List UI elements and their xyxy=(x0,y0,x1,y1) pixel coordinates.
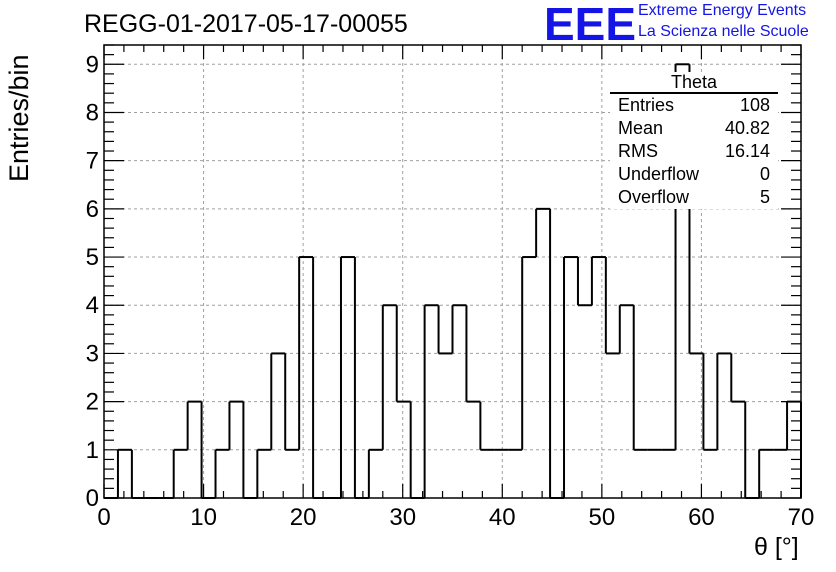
plot-frame xyxy=(103,44,802,499)
logo-line-1: Extreme Energy Events xyxy=(638,2,807,19)
x-tick-label: 10 xyxy=(190,504,217,531)
stats-value: 0 xyxy=(759,164,770,184)
x-tick-label: 70 xyxy=(788,504,815,531)
stats-row-overflow: Overflow 5 xyxy=(610,186,778,209)
y-tick-label: 5 xyxy=(86,244,99,271)
stats-label: Entries xyxy=(618,95,675,115)
logo-line-2: La Scienza nelle Scuole xyxy=(638,23,809,40)
y-axis-label: Entries/bin xyxy=(4,54,34,182)
stats-row-underflow: Underflow 0 xyxy=(610,163,778,186)
x-tick-label: 30 xyxy=(389,504,416,531)
stats-value: 40.82 xyxy=(724,118,770,138)
x-axis-label: θ [°] xyxy=(754,533,799,561)
stats-box: Theta Entries 108 Mean 40.82 RMS 16.14 U… xyxy=(610,72,778,209)
y-tick-label: 7 xyxy=(86,148,99,175)
stats-value: 5 xyxy=(759,187,770,207)
y-tick-label: 0 xyxy=(86,485,99,512)
y-tick-label: 2 xyxy=(86,389,99,416)
stats-label: Mean xyxy=(618,118,664,138)
stats-label: RMS xyxy=(618,141,658,161)
y-tick-label: 8 xyxy=(86,99,99,126)
stats-value: 108 xyxy=(739,95,770,115)
stats-value: 16.14 xyxy=(724,141,770,161)
y-tick-label: 4 xyxy=(86,292,99,319)
stats-row-rms: RMS 16.14 xyxy=(610,140,778,163)
stats-label: Underflow xyxy=(618,164,700,184)
axis-ticks xyxy=(103,44,802,499)
y-tick-label: 1 xyxy=(86,437,99,464)
x-tick-label: 50 xyxy=(589,504,616,531)
x-tick-label: 60 xyxy=(688,504,715,531)
plot-frame-rect xyxy=(103,44,802,499)
x-tick-label: 0 xyxy=(97,504,110,531)
stats-row-mean: Mean 40.82 xyxy=(610,117,778,140)
stats-row-entries: Entries 108 xyxy=(610,94,778,117)
eee-logo-text: EEE xyxy=(544,0,636,42)
chart-title: REGG-01-2017-05-17-00055 xyxy=(84,10,408,38)
stats-title: Theta xyxy=(610,72,778,94)
y-tick-label: 3 xyxy=(86,340,99,367)
stats-label: Overflow xyxy=(618,187,690,207)
y-tick-label: 9 xyxy=(86,51,99,78)
eee-logo: EEE xyxy=(544,0,636,42)
x-tick-label: 40 xyxy=(489,504,516,531)
y-tick-label: 6 xyxy=(86,196,99,223)
x-tick-label: 20 xyxy=(290,504,317,531)
